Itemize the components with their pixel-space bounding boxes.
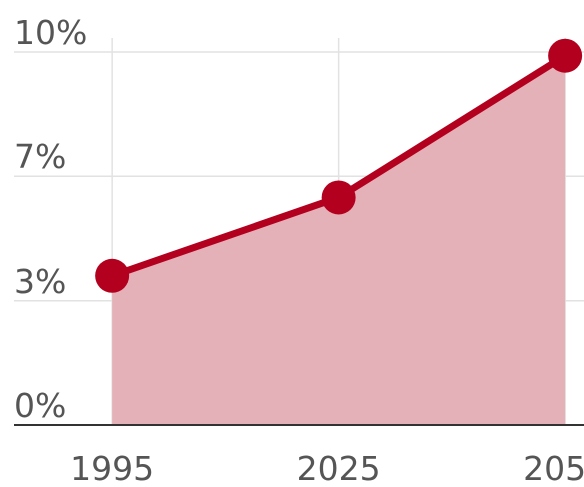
x-tick-label: 2055 <box>523 449 584 487</box>
y-tick-label: 0% <box>14 386 66 425</box>
y-tick-label: 10% <box>14 13 87 52</box>
y-tick-label: 7% <box>14 137 66 176</box>
point <box>548 38 583 73</box>
x-tick-label: 1995 <box>70 449 154 487</box>
x-tick-label: 2025 <box>297 449 381 487</box>
point <box>95 258 130 293</box>
area <box>112 55 566 425</box>
point <box>321 180 356 215</box>
y-tick-label: 3% <box>14 262 66 301</box>
